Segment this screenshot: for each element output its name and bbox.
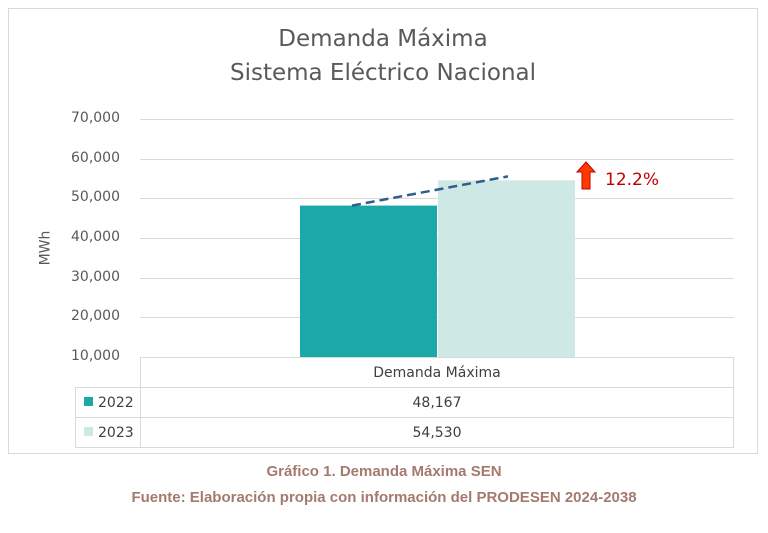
table-header-row: Demanda Máxima (75, 357, 734, 388)
y-tick-label: 40,000 (71, 229, 120, 245)
table-corner (75, 357, 141, 388)
figure-source: Fuente: Elaboración propia con informaci… (131, 489, 637, 506)
series-name-2023: 2023 (98, 424, 134, 441)
y-tick-label: 70,000 (71, 110, 120, 126)
table-row: 2022 48,167 (75, 387, 734, 418)
legend-swatch-2022 (84, 397, 93, 406)
y-tick-label: 20,000 (71, 308, 120, 324)
category-label: Demanda Máxima (140, 357, 734, 388)
growth-annotation: 12.2% (605, 170, 660, 190)
value-2022: 48,167 (140, 387, 734, 418)
series-cell-2022: 2022 (75, 387, 141, 418)
figure-caption: Gráfico 1. Demanda Máxima SEN (266, 463, 502, 480)
y-tick-label: 50,000 (71, 189, 120, 205)
bar-2023 (438, 180, 575, 357)
chart-title: Demanda Máxima (278, 26, 488, 52)
legend-swatch-2023 (84, 427, 93, 436)
bar-2022 (300, 205, 437, 357)
up-arrow-icon (575, 161, 597, 190)
gridline (140, 159, 734, 160)
table-row: 2023 54,530 (75, 417, 734, 448)
chart-subtitle: Sistema Eléctrico Nacional (229, 60, 537, 86)
gridline (140, 119, 734, 120)
y-tick-label: 60,000 (71, 150, 120, 166)
series-cell-2023: 2023 (75, 417, 141, 448)
gridline (140, 198, 734, 199)
y-tick-label: 30,000 (71, 269, 120, 285)
data-table: Demanda Máxima 2022 48,167 2023 54,530 (75, 357, 734, 448)
series-name-2022: 2022 (98, 394, 134, 411)
value-2023: 54,530 (140, 417, 734, 448)
trend-line (351, 175, 509, 207)
